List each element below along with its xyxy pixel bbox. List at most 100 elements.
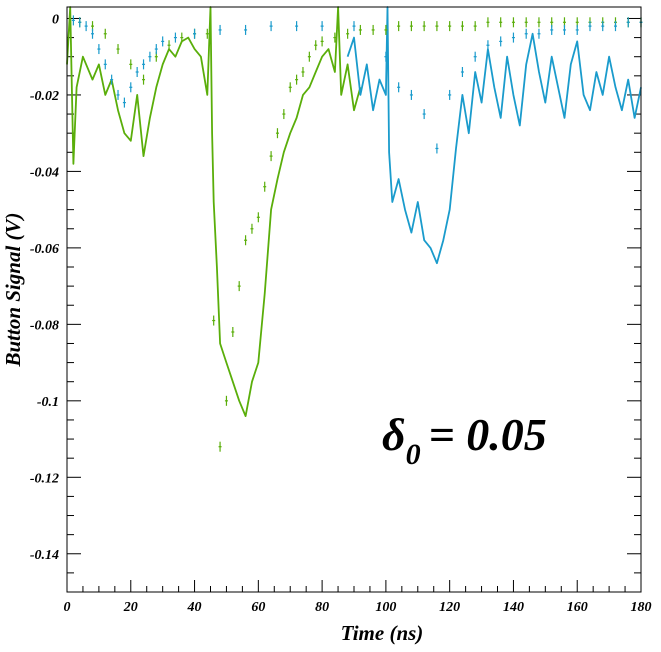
y-tick-label: -0.02 [30,89,59,104]
data-point-blue [588,21,592,32]
data-point-blue [499,36,503,47]
data-point-green [499,17,503,28]
data-point-blue [460,67,464,77]
y-tick-label: -0.04 [30,165,59,180]
data-point-green [346,28,350,39]
data-point-blue [435,143,439,154]
data-point-green [116,44,120,55]
data-point-green [371,24,375,35]
data-point-blue [193,28,197,39]
data-point-green [180,32,184,43]
data-point-green [314,40,318,51]
y-tick-label: -0.08 [30,318,59,333]
x-tick-label: 60 [251,600,265,615]
data-point-blue [91,28,95,39]
data-point-green [129,59,133,70]
data-point-green [218,441,222,452]
data-point-blue [486,40,490,51]
data-point-green [435,21,439,32]
data-point-blue [161,36,165,47]
annotation-text: = 0.05 [429,409,547,460]
data-point-blue [122,97,126,108]
data-point-green [307,51,311,62]
data-point-green [231,327,235,337]
x-tick-label: 0 [64,600,71,615]
data-point-blue [97,44,101,55]
data-point-blue [269,21,273,32]
plot-frame [66,6,642,593]
annotation-symbol: δ [382,409,406,460]
annotation-delta: δ0 = 0.05 [382,409,547,471]
data-point-green [524,17,528,28]
data-point-blue [173,32,177,43]
data-point-blue [409,89,413,100]
data-point-blue [110,74,114,85]
data-point-blue [448,89,452,100]
data-point-blue [135,67,139,77]
data-point-blue [422,109,426,120]
data-point-green [212,315,216,326]
data-point-green [473,21,477,32]
data-point-blue [78,17,82,28]
x-axis-title: Time (ns) [341,621,424,645]
data-point-green [288,82,292,93]
data-point-green [448,21,452,32]
data-point-green [358,24,362,35]
data-point-blue [103,59,107,70]
x-tick-label: 140 [503,600,524,615]
data-point-green [275,128,279,139]
y-tick-label: -0.06 [30,242,59,257]
data-point-blue [142,59,146,70]
data-point-green [295,74,299,85]
annotation-subscript: 0 [406,438,421,471]
y-tick-label: 0 [52,12,59,27]
y-axis-title: Button Signal (V) [1,212,25,367]
data-point-blue [384,51,388,62]
data-point-green [237,281,241,292]
data-point-blue [397,82,401,93]
data-point-blue [601,21,605,32]
series-line-blue [346,6,642,265]
data-point-green [409,21,413,32]
data-point-green [224,395,228,406]
data-point-green [537,17,541,28]
data-point-blue [550,24,554,35]
x-tick-label: 100 [375,600,396,615]
data-point-blue [154,44,158,55]
y-tick-label: -0.1 [37,395,59,410]
series-layer [66,6,643,452]
y-tick-label: -0.12 [30,471,59,486]
data-point-green [103,28,107,39]
data-point-green [244,235,248,246]
data-point-green [250,223,254,234]
data-point-green [422,21,426,32]
tick-layer [66,17,642,593]
x-tick-label: 120 [439,600,460,615]
data-point-blue [71,15,75,26]
data-point-blue [524,28,528,39]
data-point-green [167,40,171,51]
x-tick-label: 180 [631,600,652,615]
x-tick-label: 40 [187,600,202,615]
data-point-green [460,21,464,32]
data-point-green [333,32,337,43]
data-point-green [269,151,273,162]
data-point-green [263,181,267,192]
data-point-green [384,24,388,35]
data-point-blue [562,24,566,35]
data-point-blue [129,82,133,93]
data-point-blue [218,24,222,35]
data-point-green [397,21,401,32]
data-point-blue [148,51,152,62]
data-point-green [320,36,324,47]
data-point-blue [244,24,248,35]
data-point-blue [84,21,88,32]
x-tick-label: 80 [315,600,329,615]
data-point-blue [537,28,541,39]
data-point-blue [575,24,579,35]
x-tick-label: 160 [567,600,588,615]
data-point-blue [352,21,356,32]
data-point-blue [626,17,630,28]
data-point-green [301,67,305,77]
